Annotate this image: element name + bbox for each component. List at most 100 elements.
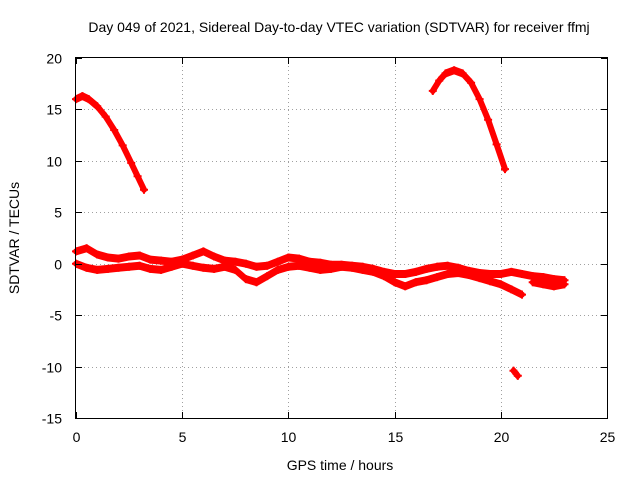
data-point-marker	[337, 262, 346, 271]
data-point-marker	[305, 263, 314, 272]
series-band-edge	[531, 284, 566, 291]
series-band	[73, 93, 147, 193]
data-point-marker	[231, 265, 240, 274]
data-point-marker	[492, 140, 501, 149]
data-point-marker	[390, 270, 399, 278]
data-point-marker	[475, 95, 484, 104]
data-point-marker	[295, 261, 303, 270]
data-point-marker	[316, 265, 325, 274]
data-point-marker	[263, 261, 272, 270]
data-point-marker	[199, 247, 208, 256]
data-point-marker	[133, 172, 142, 181]
data-point-marker	[401, 282, 410, 291]
data-point-marker	[316, 258, 325, 267]
data-point-marker	[103, 253, 112, 262]
data-point-marker	[326, 264, 335, 273]
plot-frame	[75, 57, 608, 419]
data-point-marker	[273, 257, 282, 266]
data-point-marker	[501, 165, 509, 174]
data-point-marker	[496, 280, 505, 289]
data-point-marker	[348, 263, 357, 272]
x-tick-label: 20	[494, 429, 510, 445]
data-point-marker	[157, 256, 165, 265]
data-point-marker	[220, 262, 229, 271]
axis-ticks: 0 5 10 15 20 25 -15 -10 -5 0 5 10 15 20	[42, 51, 616, 446]
data-point-marker	[114, 263, 123, 272]
data-point-marker	[252, 262, 261, 271]
data-point-marker	[167, 262, 176, 271]
data-point-marker	[433, 273, 442, 282]
data-point-marker	[188, 261, 197, 270]
data-point-marker	[433, 262, 442, 271]
y-tick-label: 5	[54, 205, 62, 221]
data-point-marker	[507, 285, 516, 294]
series-outlier-cluster	[509, 366, 522, 380]
data-point-marker	[443, 261, 452, 270]
data-point-marker	[422, 264, 431, 273]
data-point-marker	[241, 259, 250, 268]
data-point-marker	[157, 265, 165, 274]
series-tail-segment	[528, 278, 569, 291]
data-point-marker	[93, 250, 102, 259]
data-point-marker	[135, 261, 144, 270]
data-point-marker	[411, 278, 420, 287]
data-point-marker	[188, 251, 197, 260]
data-point-marker	[231, 257, 240, 266]
data-point-marker	[101, 112, 110, 121]
data-point-marker	[411, 267, 420, 276]
data-point-marker	[140, 185, 148, 194]
data-point-marker	[475, 274, 484, 283]
series-band-edge	[75, 92, 145, 188]
y-tick-label: 0	[54, 257, 62, 273]
data-point-marker	[539, 280, 548, 289]
data-point-marker	[528, 278, 537, 287]
y-tick-label: -5	[50, 308, 63, 324]
data-point-marker	[284, 253, 293, 262]
data-point-marker	[441, 69, 450, 78]
data-point-marker	[560, 280, 569, 289]
data-point-marker	[146, 264, 155, 273]
data-point-marker	[118, 141, 127, 150]
data-series	[72, 66, 569, 380]
series-band-edge	[531, 278, 566, 285]
data-point-marker	[125, 262, 134, 271]
data-point-marker	[390, 278, 399, 287]
data-point-marker	[178, 259, 187, 268]
x-axis-label: GPS time / hours	[287, 457, 394, 473]
data-point-marker	[486, 270, 495, 278]
x-tick-label: 10	[281, 429, 297, 445]
series-near-zero-upper	[72, 244, 569, 285]
data-point-marker	[369, 267, 378, 276]
data-point-marker	[78, 92, 87, 101]
data-point-marker	[93, 102, 102, 111]
data-point-marker	[263, 272, 272, 281]
data-point-marker	[539, 273, 548, 282]
data-point-marker	[454, 269, 463, 277]
data-point-marker	[241, 275, 250, 284]
data-point-marker	[252, 278, 261, 287]
data-point-marker	[549, 282, 558, 291]
data-point-marker	[467, 78, 476, 87]
y-axis-label: SDTVAR / TECUs	[6, 182, 22, 294]
y-tick-label: -10	[42, 360, 62, 376]
data-point-marker	[210, 252, 219, 261]
chart-title: Day 049 of 2021, Sidereal Day-to-day VTE…	[88, 19, 589, 35]
series-satellite-arc-b	[428, 66, 509, 174]
data-point-marker	[127, 158, 136, 167]
series-band-edge	[75, 98, 145, 194]
data-point-marker	[401, 270, 410, 278]
data-point-marker	[125, 252, 134, 261]
data-point-marker	[507, 267, 516, 276]
series-near-zero-lower	[72, 259, 526, 299]
data-point-marker	[146, 255, 155, 264]
data-point-marker	[509, 366, 518, 375]
data-point-marker	[110, 126, 119, 134]
data-point-marker	[358, 265, 367, 274]
series-satellite-arc-a	[72, 92, 148, 194]
data-point-marker	[443, 270, 452, 278]
data-point-marker	[82, 244, 91, 253]
x-tick-label: 5	[179, 429, 187, 445]
x-tick-label: 15	[388, 429, 404, 445]
